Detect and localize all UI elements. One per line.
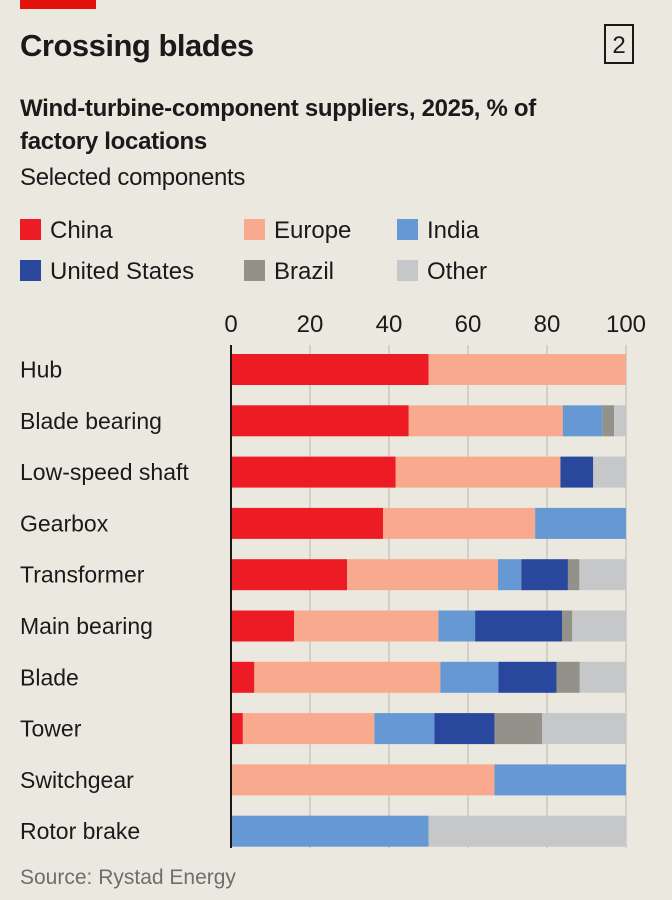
category-label: Hub <box>20 357 62 383</box>
chart-subtitle-secondary: Selected components <box>20 164 246 191</box>
brand-red-bar <box>20 0 96 9</box>
bar-segment-brazil <box>494 713 543 745</box>
bar-segment-india <box>494 764 626 796</box>
legend-label: Other <box>427 258 488 285</box>
bar-segment-china <box>231 354 429 385</box>
bar-segment-china <box>231 661 255 693</box>
x-tick-label: 60 <box>455 311 482 338</box>
legend-swatch <box>20 219 41 241</box>
category-label: Switchgear <box>20 767 134 793</box>
bar-segment-brazil <box>602 405 615 437</box>
legend-swatch <box>244 260 265 282</box>
bar-segment-other <box>614 405 626 437</box>
bar-segment-china <box>231 405 409 437</box>
chart-number-badge: 2 <box>604 24 634 64</box>
x-tick-label: 100 <box>606 311 646 338</box>
bar-segment-china <box>231 507 384 539</box>
bar-segment-europe <box>242 713 375 745</box>
bar-segment-europe <box>254 661 441 693</box>
bar-segment-brazil <box>567 559 580 591</box>
bar-segment-united-states <box>521 559 568 591</box>
bar-segment-europe <box>347 559 499 591</box>
legend-item-china: China <box>20 218 113 244</box>
bar-segment-india <box>440 661 499 693</box>
bar-segment-china <box>231 559 348 591</box>
legend-item-europe: Europe <box>244 218 351 244</box>
legend-item-other: Other <box>397 259 487 285</box>
legend-swatch <box>244 219 265 241</box>
category-label: Gearbox <box>20 510 109 536</box>
legend-label: Brazil <box>274 258 335 285</box>
bar-segment-brazil <box>556 661 580 693</box>
category-label: Main bearing <box>20 613 153 639</box>
chart-subtitle: Wind-turbine-component suppliers, 2025, … <box>20 95 536 155</box>
category-label: Tower <box>20 716 82 742</box>
chart-title: Crossing blades <box>20 28 254 63</box>
category-label: Blade <box>20 664 79 690</box>
bar-segment-united-states <box>475 610 563 642</box>
bar-segment-other <box>579 559 626 591</box>
bar-segment-china <box>231 713 243 745</box>
legend-item-india: India <box>397 218 479 244</box>
bar-segment-other <box>579 661 626 693</box>
bar-segment-united-states <box>434 713 495 745</box>
bar-segment-europe <box>395 456 561 488</box>
legend-label: India <box>427 217 480 244</box>
category-label: Blade bearing <box>20 408 162 434</box>
category-label: Rotor brake <box>20 818 140 844</box>
bar-segment-india <box>438 610 476 642</box>
category-label: Transformer <box>20 562 145 588</box>
x-tick-label: 40 <box>376 311 403 338</box>
legend-label: China <box>50 217 113 244</box>
bar-segment-china <box>231 610 295 642</box>
bar-segment-india <box>562 405 603 437</box>
bar-segment-india <box>498 559 522 591</box>
bar-segment-europe <box>428 354 626 385</box>
bar-segment-other <box>572 610 626 642</box>
bar-segment-china <box>231 456 396 488</box>
legend-item-united-states: United States <box>20 259 194 285</box>
bar-segment-other <box>542 713 626 745</box>
x-tick-label: 80 <box>534 311 561 338</box>
bar-segment-india <box>535 507 626 539</box>
bar-segment-india <box>231 815 429 847</box>
legend-label: Europe <box>274 217 352 244</box>
bar-segment-other <box>593 456 626 488</box>
legend-swatch <box>397 260 418 282</box>
legend-label: United States <box>50 258 195 285</box>
source-note: Source: Rystad Energy <box>20 866 236 889</box>
bar-segment-other <box>428 815 626 847</box>
legend-swatch <box>397 219 418 241</box>
legend-swatch <box>20 260 41 282</box>
bar-segment-united-states <box>560 456 594 488</box>
bar-segment-europe <box>294 610 439 642</box>
bar-segment-europe <box>408 405 563 437</box>
x-tick-label: 0 <box>224 311 237 338</box>
bar-segment-europe <box>231 764 495 796</box>
bar-segment-india <box>374 713 435 745</box>
bar-segment-united-states <box>498 661 557 693</box>
category-label: Low-speed shaft <box>20 459 189 485</box>
x-tick-label: 20 <box>297 311 324 338</box>
bar-segment-brazil <box>562 610 573 642</box>
legend-item-brazil: Brazil <box>244 259 334 285</box>
bar-segment-europe <box>383 507 536 539</box>
